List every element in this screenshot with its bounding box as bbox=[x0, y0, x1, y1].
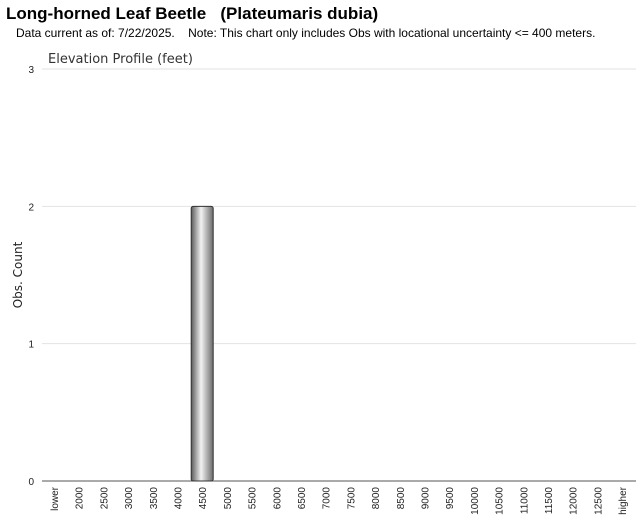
y-tick-label: 0 bbox=[28, 477, 34, 488]
x-tick-label: 11500 bbox=[544, 487, 555, 515]
x-tick-label: 7500 bbox=[346, 487, 357, 510]
y-tick-label: 2 bbox=[28, 202, 34, 213]
x-tick-label: lower bbox=[50, 486, 61, 511]
x-tick-label: 12500 bbox=[593, 487, 604, 515]
x-tick-label: 5000 bbox=[223, 487, 234, 510]
x-tick-label: 6500 bbox=[297, 487, 308, 510]
y-tick-label: 3 bbox=[28, 65, 34, 76]
x-tick-label: 11000 bbox=[519, 487, 530, 515]
x-tick-label: 4500 bbox=[198, 487, 209, 510]
x-tick-label: 9000 bbox=[421, 487, 432, 510]
x-tick-label: 8000 bbox=[371, 487, 382, 510]
bar-4500 bbox=[190, 205, 214, 482]
x-tick-label: 3500 bbox=[149, 487, 160, 510]
x-tick-label: 5500 bbox=[248, 487, 259, 510]
x-tick-label: 10500 bbox=[495, 487, 506, 515]
page-title: Long-horned Leaf Beetle (Plateumaris dub… bbox=[6, 4, 379, 23]
x-tick-label: 2500 bbox=[99, 487, 110, 510]
x-tick-label: 7000 bbox=[322, 487, 333, 510]
chart-title: Elevation Profile (feet) bbox=[48, 52, 193, 67]
data-note: Data current as of: 7/22/2025. Note: Thi… bbox=[16, 26, 596, 40]
x-tick-label: 9500 bbox=[445, 487, 456, 510]
y-tick-label: 1 bbox=[28, 340, 34, 351]
x-tick-label: 8500 bbox=[396, 487, 407, 510]
x-tick-label: 6000 bbox=[272, 487, 283, 510]
x-tick-label: 4000 bbox=[174, 487, 185, 510]
x-tick-label: higher bbox=[618, 486, 629, 514]
y-axis-label: Obs. Count bbox=[11, 241, 25, 308]
x-tick-label: 2000 bbox=[75, 487, 86, 510]
x-tick-label: 10000 bbox=[470, 487, 481, 515]
x-tick-label: 12000 bbox=[569, 487, 580, 515]
x-tick-label: 3000 bbox=[124, 487, 135, 510]
